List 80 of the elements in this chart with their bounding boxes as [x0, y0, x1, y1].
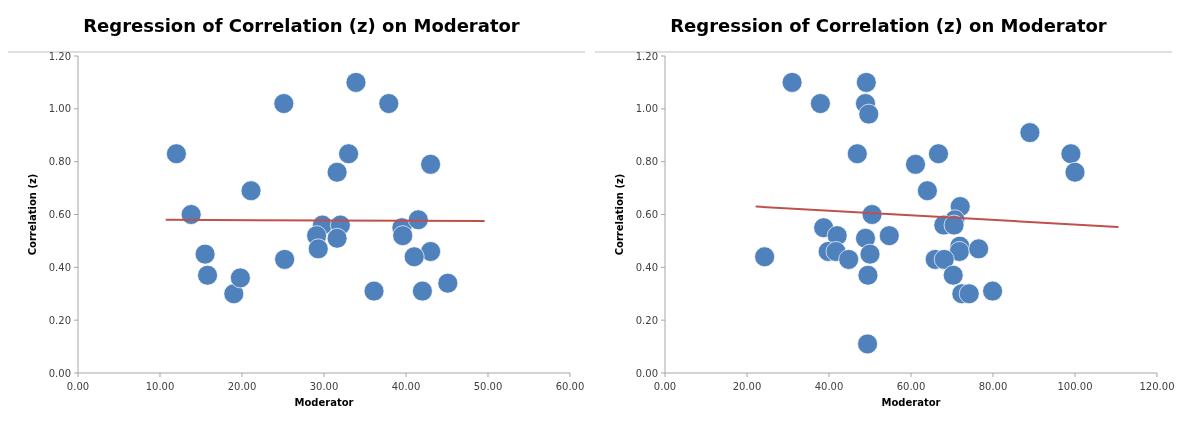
- x-tick-label: 80.00: [978, 381, 1008, 392]
- point: [197, 264, 218, 286]
- y-tick-label: 0.60: [635, 209, 658, 220]
- x-tick-label: 100.00: [1057, 381, 1093, 392]
- point: [1064, 161, 1086, 183]
- point: [326, 161, 348, 183]
- point: [412, 280, 433, 302]
- point: [781, 72, 803, 93]
- chart-title: Regression of Correlation (z) on Moderator: [83, 15, 520, 36]
- point: [338, 143, 359, 165]
- x-tick-label: 60.00: [555, 381, 585, 392]
- point: [437, 272, 459, 294]
- y-tick-label: 0.80: [635, 156, 658, 168]
- x-tick-label: 0.00: [653, 381, 677, 392]
- point: [166, 143, 187, 165]
- y-tick-label: 1.20: [635, 50, 658, 62]
- point: [194, 243, 216, 265]
- point: [857, 264, 879, 286]
- y-tick-label: 0.40: [48, 261, 71, 273]
- y-tick-label: 0.80: [48, 156, 71, 168]
- point: [943, 214, 965, 236]
- y-tick-label: 0.00: [48, 367, 71, 379]
- x-tick-label: 40.00: [814, 381, 844, 392]
- point: [846, 143, 868, 165]
- x-tick-label: 50.00: [473, 381, 503, 392]
- point: [274, 249, 295, 270]
- point: [326, 227, 348, 249]
- point: [810, 93, 831, 114]
- point: [420, 241, 441, 262]
- point: [928, 143, 949, 165]
- point: [958, 283, 980, 305]
- y-tick-label: 0.00: [635, 367, 658, 379]
- point: [855, 72, 877, 93]
- point: [345, 72, 367, 93]
- point: [754, 246, 775, 268]
- point: [420, 153, 441, 175]
- point: [378, 93, 400, 114]
- y-tick-label: 1.20: [48, 50, 71, 62]
- point: [933, 249, 955, 270]
- x-axis-title: Moderator: [294, 397, 354, 408]
- x-tick-label: 20.00: [732, 381, 762, 392]
- point: [857, 333, 878, 355]
- y-axis-title: Correlation (z): [614, 173, 625, 256]
- x-tick-label: 20.00: [227, 381, 257, 392]
- y-axis-title: Correlation (z): [27, 173, 38, 256]
- point: [838, 249, 860, 270]
- point: [905, 153, 926, 175]
- x-axis-title: Moderator: [881, 397, 941, 408]
- x-tick-label: 60.00: [896, 381, 926, 392]
- point: [403, 246, 425, 268]
- point: [273, 93, 295, 114]
- point: [949, 241, 970, 262]
- point: [1060, 143, 1082, 165]
- point: [223, 283, 245, 305]
- y-tick-label: 1.00: [48, 103, 71, 115]
- point: [917, 180, 938, 202]
- x-tick-label: 30.00: [309, 381, 339, 392]
- point: [855, 227, 876, 249]
- point: [240, 180, 262, 202]
- y-tick-label: 0.40: [635, 261, 658, 273]
- point: [982, 280, 1003, 302]
- y-tick-label: 0.20: [635, 314, 658, 326]
- y-tick-label: 1.00: [635, 103, 658, 115]
- point: [307, 238, 329, 260]
- y-tick-label: 0.60: [48, 209, 71, 220]
- point: [1019, 122, 1041, 143]
- point: [363, 280, 385, 302]
- x-tick-label: 40.00: [391, 381, 421, 392]
- point: [392, 225, 414, 246]
- x-tick-label: 10.00: [145, 381, 175, 392]
- point: [968, 238, 989, 260]
- point: [878, 225, 900, 246]
- x-tick-label: 0.00: [66, 381, 90, 392]
- x-tick-label: 120.00: [1139, 381, 1175, 392]
- point: [230, 267, 251, 289]
- point: [858, 103, 880, 125]
- point: [942, 264, 964, 286]
- chart-title: Regression of Correlation (z) on Moderator: [670, 15, 1107, 36]
- y-tick-label: 0.20: [48, 314, 71, 326]
- point: [859, 243, 881, 265]
